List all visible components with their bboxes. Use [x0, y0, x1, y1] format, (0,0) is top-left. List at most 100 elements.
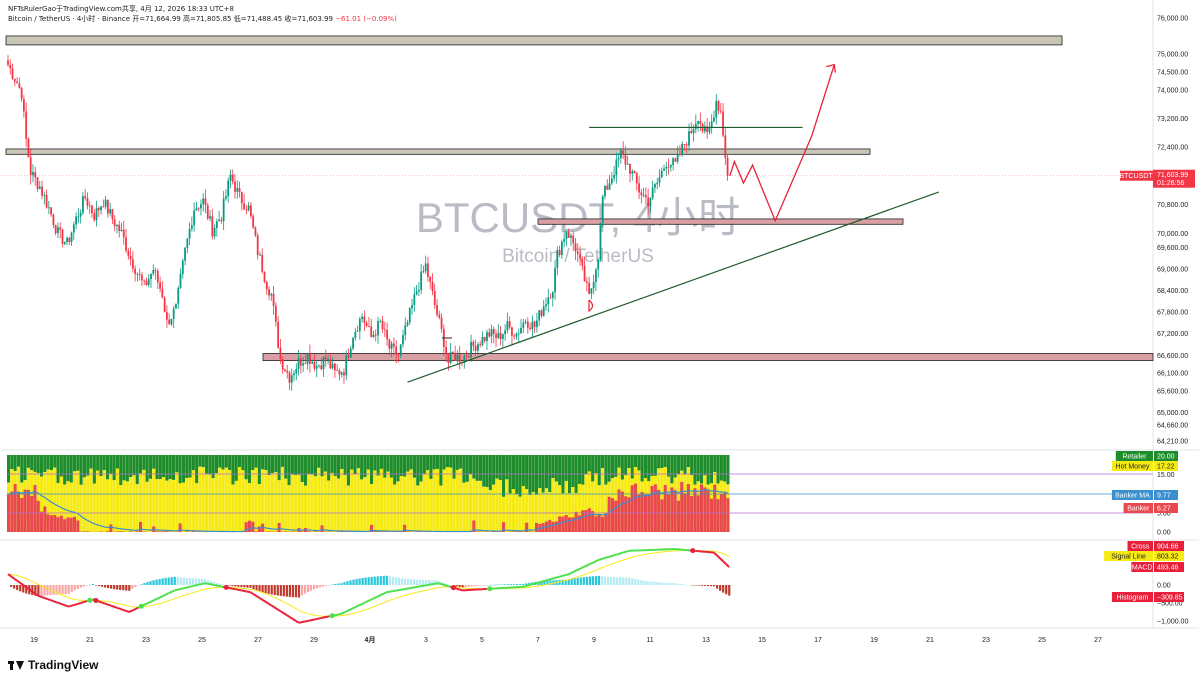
candle-body	[397, 354, 400, 356]
candle-body	[390, 343, 393, 349]
cross-dot	[223, 584, 229, 590]
histogram-bar	[661, 582, 664, 585]
macd-segment	[580, 566, 585, 570]
histogram-bar	[258, 585, 261, 592]
macd-segment	[298, 621, 303, 624]
indicator1-value: 9.77	[1157, 493, 1171, 500]
candle-body	[590, 288, 593, 294]
indicator2-tick-label: 0.00	[1157, 583, 1171, 590]
candle-body	[79, 212, 82, 217]
macd-segment	[368, 598, 373, 602]
macd-segment	[410, 586, 415, 589]
time-tick-label: 15	[758, 637, 766, 644]
macd-segment	[177, 587, 181, 591]
retailer-bar	[683, 455, 687, 475]
candle-body	[338, 370, 341, 375]
retailer-bar	[389, 455, 393, 478]
histogram-bar	[391, 576, 395, 585]
time-tick-label: 11	[646, 637, 653, 644]
drawings-layer[interactable]	[0, 63, 1153, 383]
retailer-bar	[706, 455, 710, 485]
hot-money-bar	[69, 482, 73, 532]
macd-segment	[625, 549, 630, 553]
tradingview-brand[interactable]: TradingView	[8, 658, 98, 672]
candle-body	[647, 197, 650, 207]
retailer-bar	[79, 455, 83, 485]
histogram-bar	[310, 585, 313, 591]
indicator2-name: Cross	[1131, 544, 1150, 551]
histogram-bar	[664, 582, 667, 585]
banker-bar	[23, 489, 27, 532]
retailer-bar	[82, 455, 86, 478]
banker-bar	[53, 514, 57, 532]
candle-body	[383, 329, 386, 331]
hot-money-bar	[403, 476, 407, 532]
candle-body	[463, 355, 466, 363]
banker-bar	[574, 511, 578, 532]
banker-bar	[673, 490, 677, 532]
hot-money-bar	[422, 473, 426, 532]
macd-segment	[568, 571, 573, 576]
signal-line	[7, 549, 730, 617]
histogram-bar	[388, 576, 391, 585]
candle-body	[654, 184, 656, 188]
candle-body	[540, 310, 543, 316]
banker-bar	[69, 517, 73, 532]
retailer-bar	[7, 455, 11, 483]
histogram-bar	[428, 580, 431, 585]
macd-segment	[565, 573, 569, 577]
time-tick-label: 27	[1094, 637, 1102, 644]
share-info: NFTsRulerGao于TradingView.com共享, 4月 12, 2…	[8, 5, 234, 13]
candle-body	[597, 259, 600, 270]
hot-money-bar	[271, 473, 275, 532]
histogram-bar	[113, 585, 116, 590]
indicator1-name: Banker	[1127, 506, 1150, 513]
low-marker	[588, 299, 594, 313]
candle-body	[120, 229, 123, 232]
candle-body	[683, 143, 686, 145]
candle-body	[529, 327, 531, 329]
retailer-bar	[393, 455, 397, 485]
histogram-bar	[131, 585, 134, 589]
macd-segment	[395, 589, 400, 592]
hot-money-bar	[106, 479, 110, 532]
histogram-bar	[549, 580, 552, 585]
retailer-bar	[152, 455, 156, 469]
hot-money-bar	[251, 470, 255, 532]
histogram-bar	[13, 585, 16, 589]
retailer-bar	[449, 455, 453, 468]
candle-body	[186, 238, 189, 248]
candle-body	[333, 363, 336, 371]
candle-body	[38, 186, 41, 189]
macd-segment	[322, 616, 327, 619]
candle-body	[715, 101, 718, 118]
histogram-bar	[331, 584, 334, 586]
banker-bar	[40, 511, 44, 532]
cross-dot	[329, 613, 335, 619]
candle-body	[688, 131, 690, 146]
price-zones[interactable]	[5, 35, 1154, 362]
banker-bar	[251, 521, 255, 532]
banker-bar	[26, 489, 30, 532]
candle-body	[595, 269, 597, 282]
hot-money-bar	[221, 469, 225, 532]
hot-money-bar	[99, 476, 103, 532]
histogram-bar	[631, 578, 634, 585]
retailer-bar	[525, 455, 529, 490]
candle-body	[694, 123, 697, 130]
candle-body	[558, 250, 561, 255]
histogram-bar	[670, 583, 673, 585]
symbol-name[interactable]: Bitcoin / TetherUS · 4小时 · Binance	[8, 15, 131, 23]
banker-bar	[20, 497, 24, 532]
hot-money-bar	[370, 484, 374, 532]
histogram-bar	[709, 585, 713, 587]
retailer-bar	[330, 455, 334, 473]
retailer-bar	[86, 455, 90, 476]
histogram-bar	[619, 577, 622, 585]
projection-arrowhead	[826, 63, 836, 73]
retailer-bar	[670, 455, 674, 484]
candle-body	[236, 188, 239, 192]
banker-bar	[726, 498, 730, 532]
macd-segment	[456, 587, 460, 591]
